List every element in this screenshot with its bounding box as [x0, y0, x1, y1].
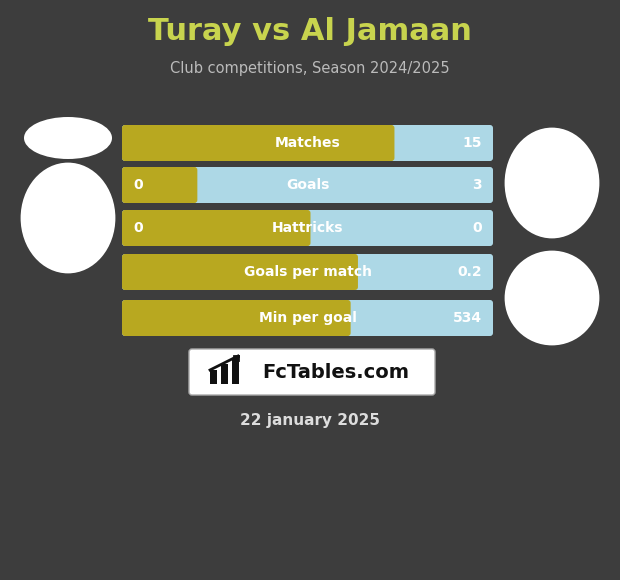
- Text: 22 january 2025: 22 january 2025: [240, 412, 380, 427]
- FancyBboxPatch shape: [122, 254, 493, 290]
- Text: FcTables.com: FcTables.com: [262, 362, 409, 382]
- Text: Club competitions, Season 2024/2025: Club competitions, Season 2024/2025: [170, 60, 450, 75]
- Text: Hattricks: Hattricks: [272, 221, 343, 235]
- Text: 0.2: 0.2: [458, 265, 482, 279]
- FancyBboxPatch shape: [122, 254, 358, 290]
- Text: Goals per match: Goals per match: [244, 265, 371, 279]
- Text: Matches: Matches: [275, 136, 340, 150]
- Text: 0: 0: [472, 221, 482, 235]
- Text: 534: 534: [453, 311, 482, 325]
- FancyBboxPatch shape: [189, 349, 435, 395]
- Ellipse shape: [506, 129, 598, 237]
- FancyBboxPatch shape: [122, 125, 493, 161]
- FancyBboxPatch shape: [122, 125, 394, 161]
- FancyBboxPatch shape: [122, 210, 311, 246]
- FancyBboxPatch shape: [122, 300, 351, 336]
- FancyBboxPatch shape: [122, 210, 493, 246]
- Text: Turay vs Al Jamaan: Turay vs Al Jamaan: [148, 17, 472, 46]
- Bar: [210, 370, 217, 384]
- Text: 15: 15: [463, 136, 482, 150]
- Bar: [232, 358, 239, 384]
- Text: 3: 3: [472, 178, 482, 192]
- Text: 0: 0: [133, 221, 143, 235]
- FancyBboxPatch shape: [122, 167, 197, 203]
- Bar: [221, 364, 228, 384]
- FancyBboxPatch shape: [122, 167, 493, 203]
- Text: 0: 0: [133, 178, 143, 192]
- Text: Min per goal: Min per goal: [259, 311, 356, 325]
- Text: Goals: Goals: [286, 178, 329, 192]
- FancyBboxPatch shape: [122, 300, 493, 336]
- Ellipse shape: [24, 117, 112, 159]
- Ellipse shape: [506, 252, 598, 344]
- Ellipse shape: [22, 164, 114, 272]
